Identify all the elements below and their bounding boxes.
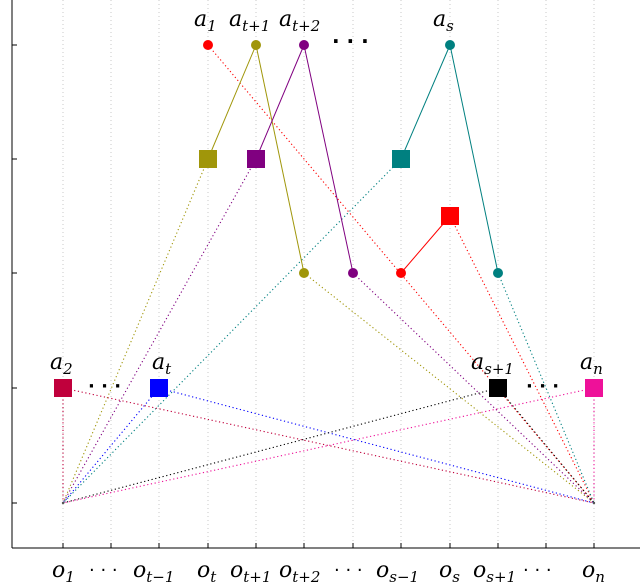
tick-ellipsis-2: · · · [334,560,363,581]
tick-o1: o1 [52,558,75,586]
tick-ellipsis-3: · · · [523,560,552,581]
corner-right [592,501,596,505]
node-at2 [299,40,309,50]
label-a2: a2 [50,350,73,378]
node-a2 [54,379,72,397]
edge-at-right [158,387,595,504]
edge-olive-top-dot [255,44,305,274]
square-nodes [54,150,603,397]
axes-frame [11,0,640,549]
node-teal-sq [392,150,410,168]
row-ellipsis-right: · · · [526,376,559,397]
edge-purple-top-sq [255,44,305,160]
edge-red-sq-right [449,215,595,504]
tick-os: os [439,558,460,586]
edge-olive-sq-left [62,158,209,504]
edge-teal-top-dot [449,44,499,274]
node-purple-mid [348,268,358,278]
tick-on: on [582,558,605,586]
x-tick-labels: o1 · · · ot−1 ot ot+1 ot+2 · · · os−1 os… [52,558,605,586]
top-ellipsis: · · · [332,29,369,53]
tick-ot1: ot+1 [230,558,271,586]
node-red-mid [396,268,406,278]
tick-ot: ot [197,558,217,586]
edge-teal-top-sq [400,44,451,160]
label-as1: as+1 [471,350,514,378]
node-at [150,379,168,397]
edge-purple-top-dot [303,44,354,274]
edge-as1-left [62,387,499,504]
tick-ellipsis-1: · · · [89,560,118,581]
edge-olive-top-sq [207,44,257,160]
label-a1: a1 [194,7,217,35]
node-at1 [251,40,261,50]
circle-nodes [203,40,503,278]
tick-os1: os+1 [473,558,516,586]
node-olive-mid [299,268,309,278]
node-as [445,40,455,50]
top-labels: a1 at+1 at+2 as · · · [194,7,454,53]
label-at: at [152,350,172,378]
edge-a2-right [62,387,595,504]
node-red-sq [441,207,459,225]
node-as1 [489,379,507,397]
label-an: an [580,350,603,378]
label-at2: at+2 [279,7,320,35]
label-as: as [433,7,454,35]
edge-teal-sq-left [62,158,402,504]
label-at1: at+1 [229,7,270,35]
tick-ot2: ot+2 [279,558,320,586]
node-purple-sq [247,150,265,168]
edge-purple-dot-right [352,272,595,504]
node-an [585,379,603,397]
corner-points [61,501,596,505]
edge-purple-sq-left [62,158,257,504]
grid-lines [62,0,595,548]
tick-ot-1: ot−1 [133,558,174,586]
row-ellipsis-left: · · · [88,376,121,397]
tick-os-1: os−1 [376,558,419,586]
node-a1 [203,40,213,50]
corner-left [61,501,65,505]
edge-an-left [62,387,595,504]
solid-connections [207,44,499,274]
node-olive-sq [199,150,217,168]
dotted-connections [62,44,595,504]
row-labels: a2 at as+1 an · · · · · · [50,350,603,397]
edge-olive-dot-right [303,272,595,504]
node-teal-mid [493,268,503,278]
edge-red-dot-sq [400,215,451,274]
